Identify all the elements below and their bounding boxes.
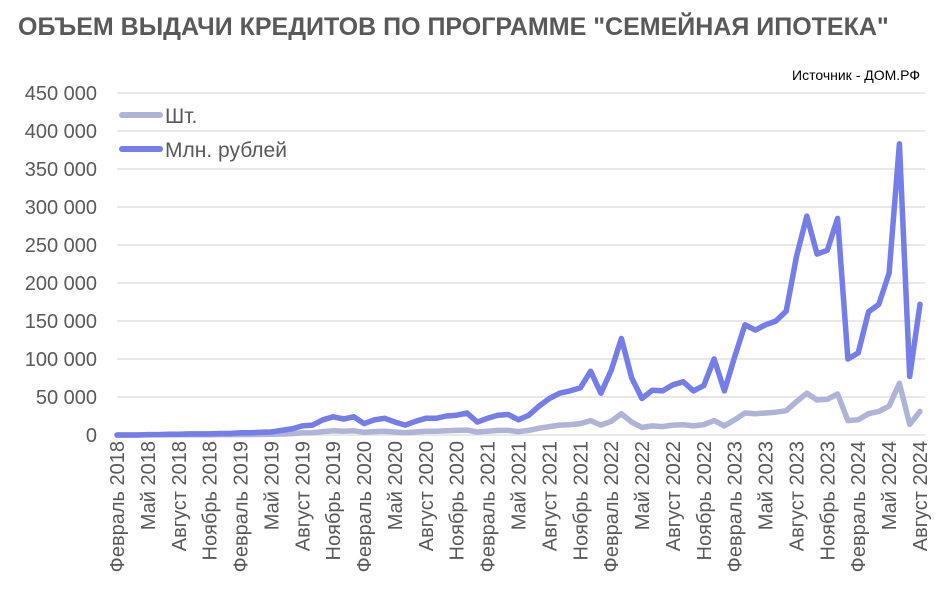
x-axis-ticks: Февраль 2018 Май 2018 Август 2018 Ноябрь 20… [107,441,932,572]
x-tick-label: Февраль 2018 [107,441,129,572]
series-line-units [114,380,923,438]
x-tick-label: Февраль 2019 [231,441,253,572]
x-tick-label: Май 2024 [879,441,901,530]
x-tick-label: Февраль 2021 [478,441,500,572]
x-tick-label: Август 2022 [663,441,685,551]
x-tick-label: Февраль 2020 [354,441,376,572]
y-tick-label: 50 000 [36,387,97,409]
x-tick-label: Май 2020 [385,441,407,530]
y-tick-label: 450 000 [25,83,97,105]
x-tick-label: Август 2019 [292,441,314,551]
y-tick-label: 0 [86,425,97,447]
y-tick-label: 350 000 [25,159,97,181]
x-tick-label: Ноябрь 2021 [570,441,592,560]
y-tick-label: 300 000 [25,197,97,219]
x-tick-label: Май 2019 [261,441,283,530]
x-tick-label: Август 2021 [539,441,561,551]
x-tick-label: Ноябрь 2023 [817,441,839,560]
x-tick-label: Май 2023 [756,441,778,530]
x-tick-label: Ноябрь 2019 [323,441,345,560]
x-tick-label: Ноябрь 2022 [694,441,716,560]
y-tick-label: 100 000 [25,349,97,371]
legend-label: Млн. рублей [165,139,287,162]
x-tick-label: Ноябрь 2020 [447,441,469,560]
legend: Шт. Млн. рублей [119,105,287,162]
x-tick-label: Февраль 2022 [601,441,623,572]
x-tick-label: Май 2022 [632,441,654,530]
y-axis-ticks: 0 50 000 100 000 150 000 200 000 250 000 300 0… [25,83,97,447]
legend-label: Шт. [165,105,197,128]
gridlines [117,92,925,436]
x-tick-label: Август 2018 [169,441,191,551]
x-tick-label: Ноябрь 2018 [200,441,222,560]
series-lines [114,141,923,438]
x-tick-label: Август 2024 [910,441,932,551]
y-tick-label: 200 000 [25,273,97,295]
y-tick-label: 400 000 [25,121,97,143]
x-tick-label: Август 2023 [786,441,808,551]
x-tick-label: Февраль 2024 [848,441,870,572]
x-tick-label: Май 2018 [138,441,160,530]
chart-title: ОБЪЕМ ВЫДАЧИ КРЕДИТОВ ПО ПРОГРАММЕ "СЕМЕ… [18,11,889,41]
y-tick-label: 150 000 [25,311,97,333]
x-tick-label: Август 2020 [416,441,438,551]
x-tick-label: Май 2021 [509,441,531,530]
x-tick-label: Февраль 2023 [725,441,747,572]
series-line-mln-rub [114,141,923,438]
source-note: Источник - ДОМ.РФ [792,67,920,83]
y-tick-label: 250 000 [25,235,97,257]
